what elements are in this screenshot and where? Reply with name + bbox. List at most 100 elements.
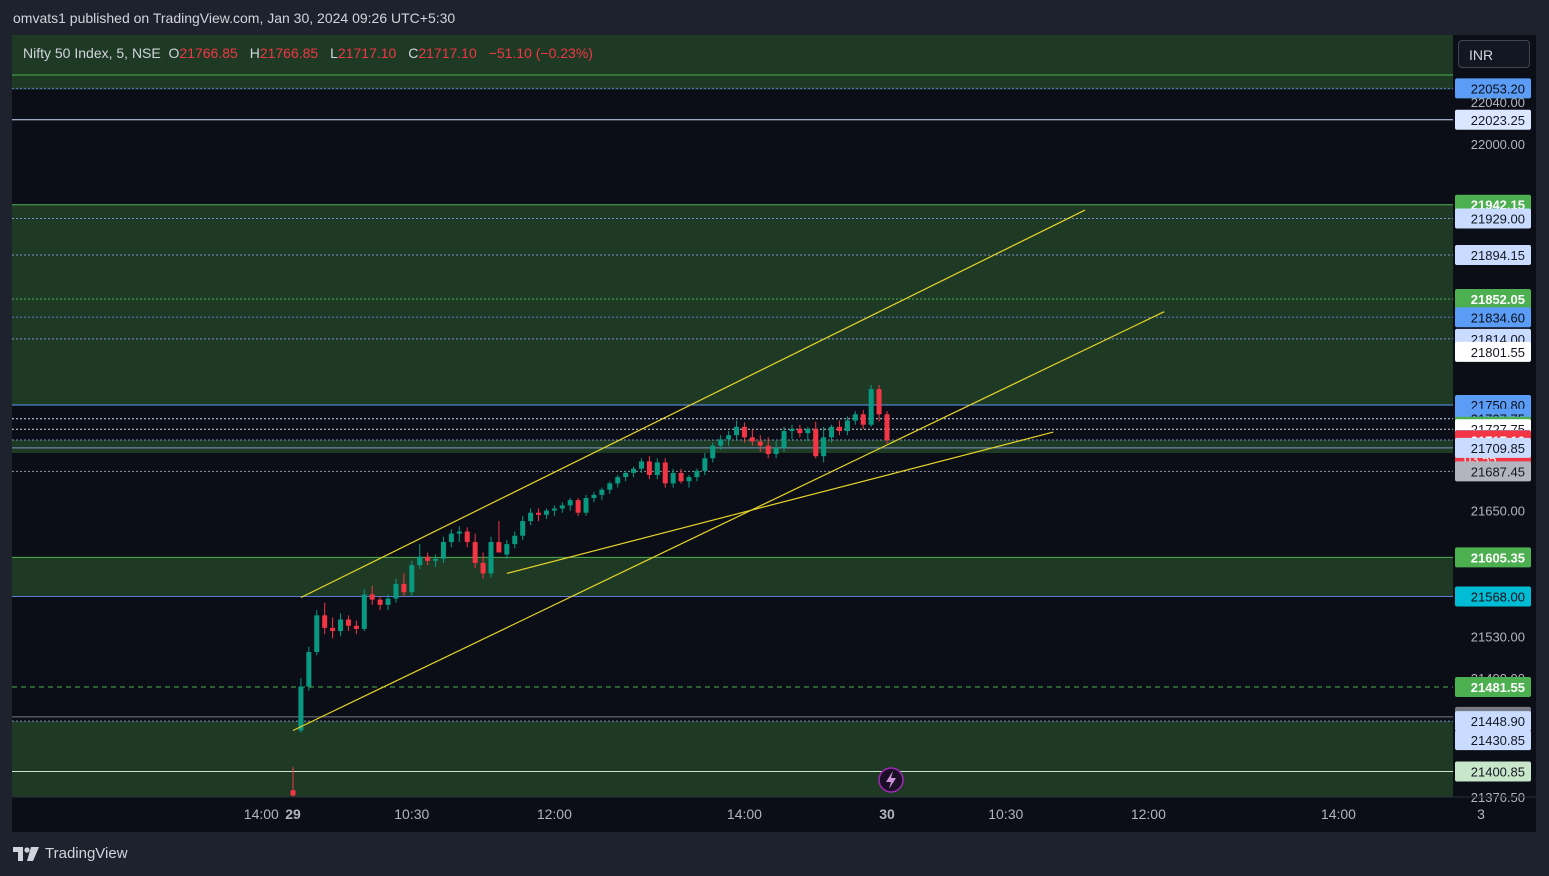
candle [710,442,716,463]
price-tag [1455,244,1531,265]
candle-body [860,414,866,425]
candle-body [496,542,502,553]
candle-body [464,531,470,543]
candle [852,411,858,425]
candle [314,610,320,656]
price-tick-label: 22000.00 [1471,137,1525,152]
flash-icon[interactable] [878,767,904,793]
candle [694,468,700,482]
candle [599,487,605,501]
candle [646,456,652,480]
time-tick-label: 10:30 [988,806,1023,822]
currency-button[interactable]: INR [1458,40,1530,68]
change-value: −51.10 (−0.23%) [488,45,593,61]
price-tag-label: 21894.15 [1471,248,1525,263]
candle-body [702,458,708,471]
candle-body [773,447,779,455]
candle-body [829,426,835,438]
price-tag [1455,676,1531,697]
candle [520,515,526,540]
price-tag [1455,437,1531,458]
chart-pane[interactable] [12,35,1536,832]
candle [836,420,842,436]
candle [844,416,850,436]
candle [757,435,763,452]
candle-body [306,651,312,687]
candle [528,508,534,526]
candle [805,426,811,442]
ohlc-close-value: 21717.10 [418,45,477,61]
candle [338,613,344,637]
candle-body [852,414,858,421]
price-tag-label: 21834.60 [1471,310,1525,325]
candle-body [559,505,565,509]
candle [322,602,328,635]
time-tick-label: 12:00 [537,806,572,822]
candle-body [314,615,320,652]
candle-body [884,414,890,441]
candle [464,527,470,548]
candle [765,437,771,459]
price-tag-label: 21448.90 [1471,714,1525,729]
price-tag [1455,307,1531,328]
candle [551,505,557,516]
candle [591,491,597,503]
price-tag [1455,711,1531,732]
trendline [300,209,1086,599]
price-tag [1455,761,1531,782]
candle-body [678,472,684,482]
candle-body [290,790,296,796]
candle [377,596,383,611]
candle-body [583,498,589,513]
candle [345,615,351,632]
candle [749,428,755,446]
price-tag-label: 21481.55 [1471,680,1525,695]
candle-body [330,627,336,632]
candle-body [456,531,462,534]
candle-body [868,389,874,425]
ohlc-open-key: O [168,45,180,61]
candle-body [551,508,557,511]
candle-body [338,619,344,632]
tradingview-brand[interactable]: TradingView [13,845,128,862]
candle-body [575,500,581,513]
candle [583,494,589,516]
candle-body [631,468,637,473]
candle-body [591,494,597,499]
candle [456,526,462,543]
candle [306,646,312,691]
time-tick-label: 14:00 [1321,806,1356,822]
candle [353,620,359,635]
candle [440,536,446,563]
ohlc-high-value: 21766.85 [259,45,319,61]
trendline [506,431,1054,575]
candle [781,426,787,452]
candle [369,586,375,605]
time-tick-label: 12:00 [1131,806,1166,822]
candle-body [662,462,668,484]
price-tag-label: 21801.55 [1471,345,1525,360]
price-tick-label: 22040.00 [1471,95,1525,110]
candle-body [646,461,652,476]
time-tick-label: 29 [285,806,301,822]
price-axis: 22040.0022000.0021650.0021530.0021490.00… [1453,75,1536,805]
price-tag [1455,289,1531,310]
candle [496,521,502,553]
candle-body [607,483,613,490]
ohlc-open-value: 21766.85 [179,45,238,61]
candle-body [377,599,383,605]
candle [623,470,629,482]
candle-body [686,477,692,482]
price-tag-label: 22053.20 [1471,81,1525,96]
candle-body [726,435,732,440]
ohlc-low-value: 21717.10 [337,45,397,61]
candle [488,536,494,578]
legend-zone [12,35,1453,75]
candle-body [409,565,415,593]
zones-layer [12,35,1453,797]
candle-body [480,562,486,574]
candle-body [821,437,827,457]
price-tag-label: 21400.85 [1471,765,1525,780]
candle-body [472,542,478,563]
candle [330,617,336,639]
